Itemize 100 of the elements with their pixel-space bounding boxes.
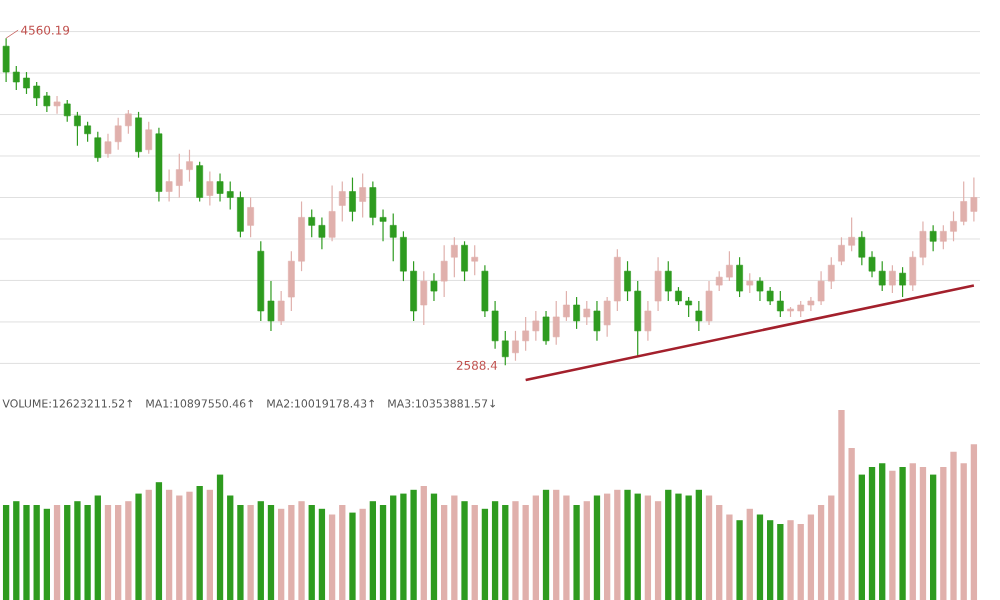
bar — [104, 505, 112, 600]
bar — [624, 489, 631, 600]
bar — [369, 501, 377, 600]
bar — [379, 505, 387, 600]
bar — [787, 520, 794, 600]
bar — [950, 451, 957, 600]
candlestick — [349, 176, 356, 222]
candlestick — [94, 131, 102, 163]
bar — [705, 495, 713, 600]
candlestick — [889, 264, 896, 294]
bar — [13, 501, 20, 600]
bar — [532, 495, 539, 600]
bar — [797, 524, 804, 600]
candlestick — [542, 310, 550, 346]
bar — [155, 482, 163, 600]
candlestick — [644, 300, 652, 342]
bar — [216, 474, 224, 600]
bar — [481, 508, 489, 600]
bar — [879, 463, 886, 600]
bar — [777, 524, 784, 600]
candlestick — [430, 272, 438, 302]
bar — [960, 463, 967, 600]
bar — [889, 470, 896, 600]
bar — [858, 474, 865, 600]
bar — [909, 463, 916, 600]
bar — [563, 495, 570, 600]
bar — [64, 505, 71, 600]
bar — [868, 467, 876, 600]
bar — [451, 495, 458, 600]
bar — [644, 495, 652, 600]
bar — [23, 505, 30, 600]
bar — [420, 486, 427, 600]
candlestick — [695, 300, 703, 332]
bar — [318, 508, 326, 600]
candlestick — [746, 272, 754, 294]
bar — [2, 505, 10, 600]
bar — [328, 514, 336, 600]
bar — [634, 493, 641, 600]
candlestick — [461, 240, 468, 282]
bar — [573, 505, 580, 600]
bar — [94, 495, 101, 600]
candlestick — [440, 244, 448, 298]
bar — [257, 501, 264, 600]
candlestick — [450, 236, 458, 278]
bar — [940, 467, 947, 600]
bar — [756, 514, 764, 600]
bar — [206, 489, 214, 600]
bar — [746, 508, 753, 600]
candlestick — [359, 172, 367, 218]
candlestick — [53, 95, 61, 115]
bar — [553, 489, 560, 600]
bar — [461, 501, 468, 600]
bar — [583, 501, 590, 600]
bar — [430, 493, 438, 600]
candlestick — [583, 300, 591, 326]
candlestick — [899, 266, 906, 298]
bar — [716, 505, 723, 600]
bar — [604, 493, 611, 600]
bar — [125, 501, 132, 600]
candlestick — [338, 180, 346, 222]
bar — [339, 505, 346, 600]
bar — [929, 474, 937, 600]
bar — [247, 505, 254, 600]
bar — [53, 505, 61, 600]
bar — [807, 514, 815, 600]
bar — [899, 467, 906, 600]
bar — [196, 486, 203, 600]
bar — [390, 495, 397, 600]
bar — [695, 489, 702, 600]
candlestick — [145, 121, 153, 155]
bar — [828, 495, 835, 600]
bar — [115, 505, 122, 600]
candlestick — [196, 161, 204, 203]
bar — [970, 444, 978, 600]
bar — [145, 489, 152, 600]
bar — [817, 505, 825, 600]
bar — [665, 489, 672, 600]
bar — [502, 505, 509, 600]
bar — [237, 505, 244, 600]
bar — [522, 505, 529, 600]
bar — [349, 512, 356, 600]
bar — [165, 489, 173, 600]
bar — [33, 505, 40, 600]
candlestick — [471, 244, 479, 276]
bar — [267, 505, 275, 600]
bar — [441, 505, 448, 600]
bar — [176, 495, 183, 600]
bar — [227, 495, 234, 600]
bar — [471, 505, 478, 600]
bar — [614, 489, 621, 600]
candlestick — [206, 171, 214, 207]
bar — [308, 505, 315, 600]
bar — [593, 495, 601, 600]
candlestick — [593, 300, 601, 342]
candlestick — [573, 296, 580, 330]
bar — [654, 501, 662, 600]
bar — [186, 491, 193, 600]
bar — [359, 508, 366, 600]
candlestick — [929, 224, 937, 252]
bar — [726, 514, 733, 600]
